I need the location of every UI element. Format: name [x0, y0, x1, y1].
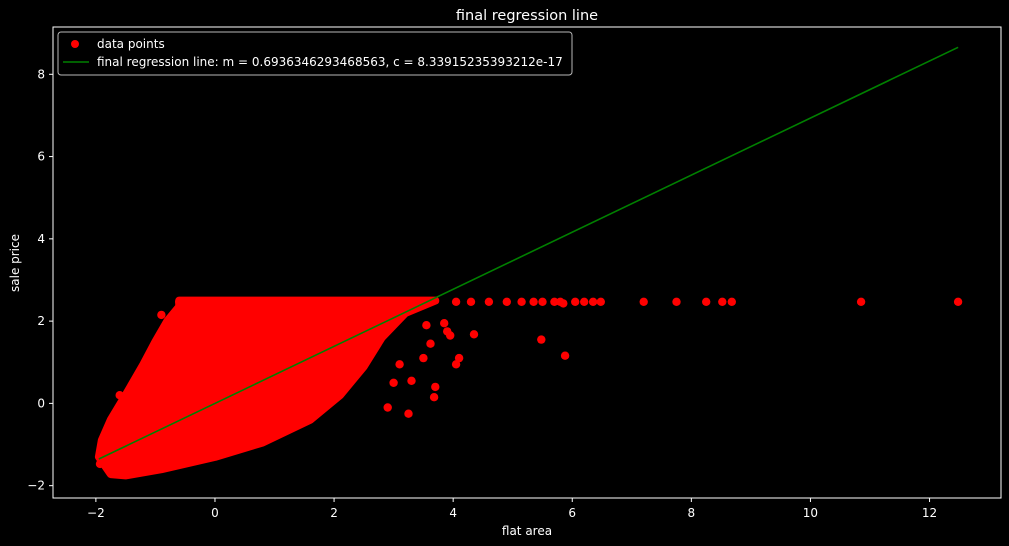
data-point — [538, 297, 547, 306]
data-point — [383, 403, 392, 412]
legend-marker-data-points — [71, 40, 79, 48]
y-tick-label: 4 — [37, 232, 45, 246]
y-tick-label: 0 — [37, 396, 45, 410]
data-point — [389, 297, 398, 306]
data-point — [588, 297, 598, 306]
x-tick-label: 8 — [688, 506, 696, 520]
data-point — [580, 297, 589, 306]
legend: data points final regression line: m = 0… — [57, 31, 573, 76]
data-point — [469, 330, 479, 339]
data-point — [454, 353, 464, 363]
plot-frame — [52, 26, 1002, 499]
data-point — [571, 297, 580, 306]
regression-line — [98, 46, 959, 460]
y-tick-label: 6 — [37, 150, 45, 164]
data-point — [466, 297, 476, 306]
data-point — [115, 391, 124, 400]
data-point — [175, 297, 184, 306]
data-point — [502, 297, 511, 306]
data-point — [727, 297, 736, 306]
regression-line-layer — [98, 46, 959, 460]
legend-label-data-points: data points — [97, 37, 165, 51]
data-point — [550, 297, 559, 306]
data-point — [537, 335, 546, 344]
data-point — [407, 376, 416, 385]
data-point — [419, 353, 428, 363]
x-axis-ticks: −2 0 2 4 6 8 10 12 — [87, 498, 937, 520]
data-point — [404, 409, 413, 418]
data-point — [560, 351, 570, 360]
data-point — [431, 382, 440, 392]
x-tick-label: 10 — [803, 506, 818, 520]
data-point — [559, 299, 568, 308]
data-points-dense-region — [94, 296, 440, 480]
data-point — [451, 297, 461, 306]
y-axis-label: sale price — [8, 234, 22, 292]
x-tick-label: 2 — [330, 506, 338, 520]
x-axis-label: flat area — [502, 524, 552, 538]
data-point — [596, 297, 605, 306]
chart-title: final regression line — [456, 8, 598, 24]
y-tick-label: 8 — [37, 67, 45, 81]
data-point — [157, 310, 166, 320]
data-point — [484, 297, 494, 306]
data-point — [953, 297, 963, 306]
y-axis-ticks: −2 0 2 4 6 8 — [27, 67, 53, 493]
x-tick-label: 0 — [211, 506, 219, 520]
data-points-cluster — [94, 296, 440, 480]
data-point — [672, 297, 681, 306]
data-point — [718, 297, 727, 306]
plot-area — [94, 46, 963, 480]
data-point — [529, 297, 538, 306]
data-point — [517, 297, 526, 306]
data-point — [446, 331, 455, 340]
data-point — [702, 297, 711, 306]
data-point — [429, 393, 439, 402]
x-tick-label: 12 — [922, 506, 937, 520]
data-points — [95, 297, 963, 469]
legend-label-regression-line: final regression line: m = 0.69363462934… — [97, 55, 563, 69]
legend-box — [57, 31, 573, 76]
data-point — [95, 459, 105, 469]
x-tick-label: 4 — [449, 506, 457, 520]
x-tick-label: −2 — [87, 506, 105, 520]
data-point — [389, 378, 398, 387]
data-point — [426, 339, 435, 348]
data-point — [440, 319, 449, 328]
x-tick-label: 6 — [568, 506, 576, 520]
data-point — [856, 297, 866, 306]
y-tick-label: −2 — [27, 479, 45, 493]
data-point — [422, 321, 431, 330]
y-tick-label: 2 — [37, 314, 45, 328]
data-point — [639, 297, 648, 306]
data-point — [395, 360, 404, 369]
